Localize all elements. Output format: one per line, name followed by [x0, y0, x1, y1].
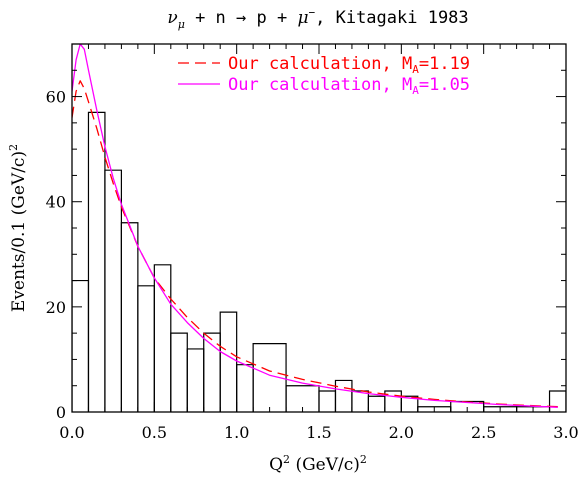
- x-tick-label: 2.5: [471, 423, 496, 442]
- x-tick-label: 0.0: [59, 423, 84, 442]
- histogram-bin: [252, 343, 287, 412]
- x-tick-label: 1.0: [224, 423, 249, 442]
- histogram-bin: [548, 390, 566, 412]
- histogram-bin: [334, 379, 353, 412]
- axis-ticks: [71, 43, 567, 413]
- histogram-bin: [318, 390, 337, 412]
- histogram-bin: [153, 264, 172, 412]
- histogram-bin: [236, 364, 254, 412]
- histogram-bin: [170, 332, 188, 412]
- legend: Our calculation, MA=1.19 Our calculation…: [178, 54, 470, 97]
- x-tick-label: 3.0: [553, 423, 578, 442]
- y-tick-label: 60: [46, 88, 66, 107]
- y-tick-label: 20: [46, 298, 66, 317]
- axis-tick-labels: 0.0 0.5 1.0 1.5 2.0 2.5 3.0 0 20 40 60: [46, 88, 579, 442]
- y-tick-label: 0: [56, 403, 66, 422]
- histogram-bin: [219, 311, 238, 412]
- curve-ma-1-19: [72, 80, 558, 408]
- x-axis-label: Q2 (GeV/c)2: [269, 453, 367, 475]
- histogram-bin: [367, 395, 386, 412]
- histogram-bin: [104, 169, 122, 412]
- plot-area: [72, 44, 566, 412]
- x-tick-label: 2.0: [389, 423, 414, 442]
- x-tick-label: 0.5: [142, 423, 167, 442]
- histogram-bin: [87, 111, 106, 412]
- axes-frame: [71, 43, 567, 413]
- chart-title: νμ + n → p + μ−, Kitagaki 1983: [167, 6, 468, 31]
- legend-label-ma-1-19: Our calculation, MA=1.19: [228, 54, 470, 76]
- histogram-bin: [351, 390, 369, 412]
- histogram-bin: [137, 285, 155, 412]
- x-tick-label: 1.5: [306, 423, 331, 442]
- histogram-bin: [186, 348, 205, 412]
- legend-label-ma-1-05: Our calculation, MA=1.05: [228, 75, 470, 97]
- histogram-bin: [72, 279, 90, 412]
- histogram-bin: [120, 222, 139, 412]
- y-axis-label: Events/0.1 (GeV/c)2: [7, 144, 29, 312]
- curve-ma-1-05: [72, 44, 558, 408]
- y-tick-label: 40: [46, 193, 66, 212]
